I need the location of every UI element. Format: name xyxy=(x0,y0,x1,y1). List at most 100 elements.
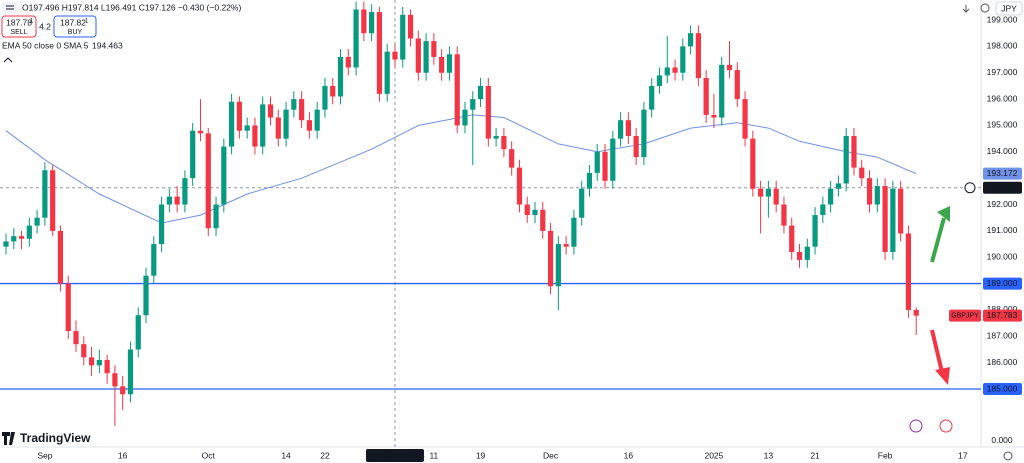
up-arrow-head xyxy=(937,206,950,222)
candle-body xyxy=(594,151,600,173)
y-tick-label: 198.000 xyxy=(987,41,1018,51)
candle-body xyxy=(454,54,460,126)
footer: TradingView xyxy=(2,419,1013,461)
candle-body xyxy=(127,349,134,395)
candle-body xyxy=(890,188,896,252)
alert-icon[interactable] xyxy=(909,419,923,433)
currency-box[interactable] xyxy=(995,1,1023,16)
arrows xyxy=(930,206,950,385)
candle-body xyxy=(734,70,740,100)
menu-icon[interactable] xyxy=(2,2,18,14)
candle-body xyxy=(664,67,670,76)
candle-body xyxy=(50,170,56,231)
level-badge: 185.000 xyxy=(987,383,1018,393)
candle-body xyxy=(649,85,655,110)
indicator-value: 194.463 xyxy=(92,40,123,50)
candle-body xyxy=(384,51,390,94)
collapse-icon[interactable] xyxy=(3,57,13,63)
crosshair-price-badge: 192.638 xyxy=(987,182,1018,192)
y-tick-label: 190.000 xyxy=(987,251,1018,261)
x-tick-label: 13 xyxy=(764,450,774,460)
candle-body xyxy=(579,188,585,218)
candle-body xyxy=(703,78,709,115)
sell-button[interactable] xyxy=(1,15,37,38)
candle-body xyxy=(516,167,523,205)
candle-body xyxy=(758,188,764,197)
x-tick-label: 16 xyxy=(624,450,634,460)
symbol-tag-bg xyxy=(949,309,981,322)
reset-icon[interactable] xyxy=(980,3,990,13)
download-icon[interactable] xyxy=(962,5,970,13)
y-tick-label: 192.000 xyxy=(987,199,1018,209)
candle-body xyxy=(314,109,320,131)
candle-body xyxy=(213,204,219,229)
y-tick-label: 199.000 xyxy=(987,14,1018,24)
logo-icon xyxy=(2,432,15,445)
candle-body xyxy=(73,331,79,345)
x-tick-label: 16 xyxy=(118,450,128,460)
candle-body xyxy=(680,46,686,73)
candle-body xyxy=(641,109,647,158)
candle-body xyxy=(376,12,383,94)
candle-body xyxy=(3,241,9,247)
candle-body xyxy=(236,101,242,131)
candle-body xyxy=(789,225,795,252)
candle-body xyxy=(267,104,274,118)
candle-body xyxy=(781,204,787,226)
up-arrow xyxy=(930,217,946,263)
x-tick-label: Sep xyxy=(37,450,52,460)
candle-body xyxy=(625,120,631,136)
y-tick-label: 196.000 xyxy=(987,93,1018,103)
candle-body xyxy=(244,125,250,131)
event-icon[interactable] xyxy=(939,419,953,433)
candle-body xyxy=(291,99,297,110)
x-tick-label: 19 xyxy=(476,450,486,460)
x-tick-label: Oct xyxy=(202,450,216,460)
crosshair-price-badge-bg xyxy=(983,181,1022,194)
x-tick-label: 17 xyxy=(958,450,968,460)
buy-button[interactable] xyxy=(53,15,97,38)
ema-last-badge-bg xyxy=(983,167,1022,180)
candle-body xyxy=(34,217,40,226)
y-tick-label: 0.000 xyxy=(991,435,1013,445)
x-tick-label: Feb xyxy=(878,450,893,460)
level-badge-bg xyxy=(983,383,1022,396)
settings-icon[interactable] xyxy=(1003,451,1013,461)
candle-body xyxy=(345,56,351,68)
x-tick-label: Dec xyxy=(543,450,559,460)
logo-text: TradingView xyxy=(20,431,91,445)
candle-body xyxy=(104,360,110,374)
candle-body xyxy=(540,209,546,231)
candle-body xyxy=(120,386,126,395)
indicator-name: EMA 50 close 0 SMA 5 xyxy=(2,40,89,50)
candle-body xyxy=(586,172,593,189)
candle-body xyxy=(337,56,344,97)
candle-body xyxy=(283,109,289,139)
candle-body xyxy=(571,217,577,247)
candle-body xyxy=(726,64,733,71)
candle-body xyxy=(470,99,476,110)
candle-body xyxy=(913,309,919,316)
candle-body xyxy=(174,196,180,205)
candle-body xyxy=(563,244,569,247)
candle-body xyxy=(820,204,826,216)
candle-body xyxy=(462,109,468,126)
candle-body xyxy=(524,204,530,216)
candle-body xyxy=(656,75,663,86)
y-tick-label: 188.000 xyxy=(987,304,1018,314)
candle-body xyxy=(353,9,359,68)
candle-body xyxy=(633,135,639,158)
candle-body xyxy=(742,99,748,139)
candle-body xyxy=(369,12,375,34)
x-tick-label: 2025 xyxy=(704,450,723,460)
candle-body xyxy=(26,225,32,239)
candle-body xyxy=(151,244,157,276)
candle-body xyxy=(439,56,445,73)
candle-body xyxy=(330,85,336,97)
candle-body xyxy=(687,33,694,47)
candle-body xyxy=(299,99,305,121)
x-tick-label: 21 xyxy=(810,450,820,460)
candle-body xyxy=(446,54,453,73)
y-tick-label: 194.000 xyxy=(987,146,1018,156)
